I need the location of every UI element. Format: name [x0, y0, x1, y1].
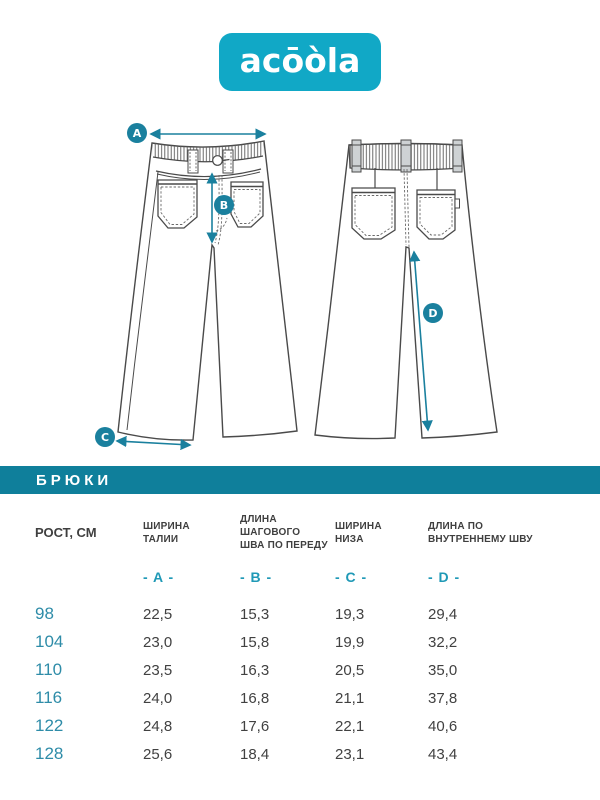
cell-height: 116: [35, 688, 63, 707]
pocket-tab: [454, 198, 460, 209]
col-header-c: ШИРИНА НИЗА: [335, 520, 382, 545]
cell-c: 19,9: [335, 633, 365, 651]
measure-labels: A B C D: [95, 123, 443, 447]
pants-front-view: [117, 140, 298, 441]
col-header-a: ШИРИНА ТАЛИИ: [143, 520, 190, 545]
table-row: 98 22,5 15,3 19,3 29,4: [35, 600, 600, 628]
brand-logo: acōòla: [219, 33, 381, 91]
cell-b: 17,6: [240, 717, 270, 735]
letter-c: - C -: [335, 569, 368, 585]
front-belt-loops: [187, 149, 234, 174]
cell-height: 122: [35, 716, 64, 735]
back-seam-stitching: [403, 168, 410, 248]
measure-label-c: C: [95, 427, 115, 447]
cell-c: 20,5: [335, 661, 365, 679]
cell-d: 40,6: [428, 717, 458, 735]
cell-a: 23,0: [143, 633, 173, 651]
table-row: 110 23,5 16,3 20,5 35,0: [35, 656, 600, 684]
front-pockets: [157, 179, 264, 229]
letter-b: - B -: [240, 569, 273, 585]
cell-a: 24,8: [143, 717, 173, 735]
col-header-height: РОСТ, СМ: [35, 525, 97, 540]
col-header-b: ДЛИНА ШАГОВОГО ШВА ПО ПЕРЕДУ: [240, 514, 328, 551]
table-body: 98 22,5 15,3 19,3 29,4 104 23,0 15,8 19,…: [35, 600, 600, 768]
table-row: 116 24,0 16,8 21,1 37,8: [35, 684, 600, 712]
button-icon: [212, 155, 223, 166]
cell-height: 104: [35, 632, 64, 651]
measure-arrow-c: [115, 435, 192, 451]
cell-a: 24,0: [143, 689, 173, 707]
letter-a: - A -: [143, 569, 175, 585]
cell-d: 37,8: [428, 689, 458, 707]
cell-c: 22,1: [335, 717, 365, 735]
svg-text:D: D: [428, 307, 437, 320]
cell-b: 16,8: [240, 689, 270, 707]
col-header-d: ДЛИНА ПО ВНУТРЕННЕМУ ШВУ: [428, 520, 533, 545]
pants-back-view: [314, 139, 498, 440]
back-belt-loops: [351, 139, 463, 173]
cell-b: 15,8: [240, 633, 270, 651]
table-header-row: РОСТ, СМ ШИРИНА ТАЛИИ ДЛИНА ШАГОВОГО ШВА…: [35, 505, 600, 552]
table-row: 122 24,8 17,6 22,1 40,6: [35, 712, 600, 740]
cell-c: 19,3: [335, 605, 365, 623]
table-row: 128 25,6 18,4 23,1 43,4: [35, 740, 600, 768]
svg-text:B: B: [220, 199, 228, 212]
cell-height: 110: [35, 660, 63, 679]
cell-b: 16,3: [240, 661, 270, 679]
cell-d: 35,0: [428, 661, 458, 679]
cell-d: 29,4: [428, 605, 458, 623]
cell-b: 18,4: [240, 745, 270, 763]
measure-label-a: A: [127, 123, 147, 143]
cell-d: 43,4: [428, 745, 458, 763]
cell-height: 128: [35, 744, 64, 763]
cell-c: 21,1: [335, 689, 365, 707]
cell-a: 22,5: [143, 605, 173, 623]
size-table: РОСТ, СМ ШИРИНА ТАЛИИ ДЛИНА ШАГОВОГО ШВА…: [35, 505, 600, 768]
measure-label-b: B: [214, 195, 234, 215]
cell-d: 32,2: [428, 633, 458, 651]
section-title: БРЮКИ: [36, 471, 113, 489]
measure-arrows: [115, 128, 433, 451]
cell-height: 98: [35, 604, 54, 623]
cell-a: 23,5: [143, 661, 173, 679]
measure-label-d: D: [423, 303, 443, 323]
measure-arrow-d: [409, 250, 433, 432]
svg-text:A: A: [133, 127, 142, 140]
svg-text:C: C: [101, 431, 109, 444]
cell-a: 25,6: [143, 745, 173, 763]
cell-b: 15,3: [240, 605, 270, 623]
cell-c: 23,1: [335, 745, 365, 763]
back-pockets: [351, 187, 460, 240]
section-banner: БРЮКИ: [0, 466, 600, 494]
pants-diagram: A B C D: [95, 123, 498, 451]
table-letter-row: - A - - B - - C - - D -: [35, 568, 600, 586]
brand-logo-text: acōòla: [239, 40, 361, 80]
letter-d: - D -: [428, 569, 461, 585]
table-row: 104 23,0 15,8 19,9 32,2: [35, 628, 600, 656]
